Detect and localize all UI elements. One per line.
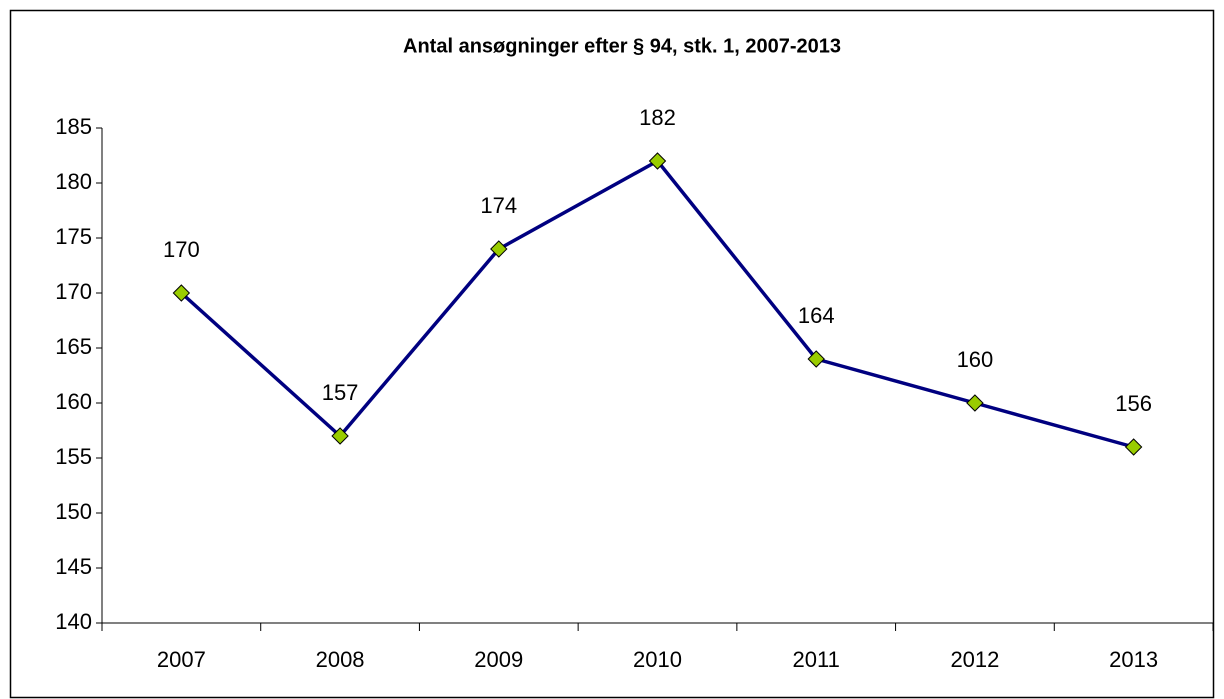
x-tick-label: 2008 bbox=[316, 647, 365, 672]
x-tick-label: 2009 bbox=[474, 647, 523, 672]
data-label: 182 bbox=[639, 105, 676, 130]
y-tick-label: 150 bbox=[55, 499, 92, 524]
data-point bbox=[331, 427, 349, 445]
data-label: 156 bbox=[1115, 391, 1152, 416]
data-point bbox=[648, 152, 667, 170]
x-tick-label: 2011 bbox=[793, 647, 840, 672]
x-tick-label: 2007 bbox=[157, 647, 206, 672]
data-label: 174 bbox=[480, 193, 517, 218]
y-tick-label: 185 bbox=[55, 114, 92, 139]
x-tick-label: 2012 bbox=[950, 647, 999, 672]
x-tick-label: 2013 bbox=[1109, 647, 1158, 672]
data-label: 164 bbox=[798, 303, 835, 328]
y-tick-label: 155 bbox=[55, 444, 92, 469]
y-tick-label: 165 bbox=[55, 334, 92, 359]
data-point bbox=[807, 350, 825, 368]
data-label: 170 bbox=[163, 237, 200, 262]
data-label: 157 bbox=[322, 380, 359, 405]
data-point bbox=[172, 284, 191, 302]
chart-title: Antal ansøgninger efter § 94, stk. 1, 20… bbox=[403, 35, 841, 57]
data-point bbox=[1124, 438, 1143, 456]
data-point bbox=[966, 394, 984, 412]
y-tick-label: 145 bbox=[55, 554, 92, 579]
y-tick-label: 175 bbox=[55, 224, 92, 249]
x-tick-label: 2010 bbox=[633, 647, 682, 672]
data-point bbox=[490, 240, 508, 258]
y-tick-label: 140 bbox=[55, 609, 92, 634]
y-tick-label: 180 bbox=[55, 169, 92, 194]
chart-frame bbox=[9, 9, 1215, 699]
y-tick-label: 160 bbox=[55, 389, 92, 414]
data-label: 160 bbox=[957, 347, 994, 372]
y-tick-label: 170 bbox=[55, 279, 92, 304]
